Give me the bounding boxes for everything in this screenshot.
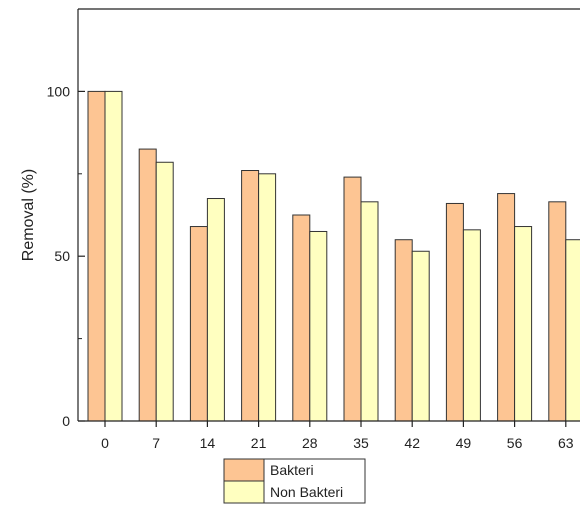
bar-bakteri-7 xyxy=(138,148,157,422)
bar-bakteri-0 xyxy=(87,90,106,422)
bar-bakteri-14 xyxy=(189,226,208,422)
x-tick-label: 28 xyxy=(302,435,318,451)
legend-label-bakteri: Bakteri xyxy=(270,462,314,478)
bar-non-bakteri-42 xyxy=(411,250,430,422)
bars-layer xyxy=(87,90,580,422)
bar-non-bakteri-28 xyxy=(309,230,328,422)
y-tick-label: 50 xyxy=(54,248,70,264)
axes-layer xyxy=(77,8,580,427)
x-tick-label: 35 xyxy=(353,435,369,451)
bar-non-bakteri-7 xyxy=(155,161,174,422)
legend-swatch-non-bakteri xyxy=(223,480,265,504)
bar-non-bakteri-14 xyxy=(206,198,225,422)
bar-non-bakteri-35 xyxy=(360,201,379,422)
bar-bakteri-28 xyxy=(292,214,311,422)
x-tick-label: 42 xyxy=(404,435,420,451)
bar-bakteri-21 xyxy=(241,170,260,422)
x-tick-label: 63 xyxy=(558,435,574,451)
x-tick-label: 21 xyxy=(251,435,267,451)
legend: Bakteri Non Bakteri xyxy=(223,458,366,504)
bar-non-bakteri-56 xyxy=(514,226,533,422)
bar-non-bakteri-63 xyxy=(565,239,580,422)
bar-bakteri-42 xyxy=(394,239,413,422)
x-tick-label: 0 xyxy=(101,435,109,451)
bar-bakteri-49 xyxy=(445,202,464,422)
labels-layer: 0 50 100 0 7 14 21 28 35 42 49 56 63 Removal (%) xyxy=(20,83,574,451)
bar-bakteri-56 xyxy=(497,193,516,422)
x-tick-label: 56 xyxy=(507,435,523,451)
y-axis-label: Removal (%) xyxy=(20,169,37,261)
legend-swatch-bakteri xyxy=(223,458,265,482)
bar-bakteri-63 xyxy=(548,201,567,422)
bar-non-bakteri-21 xyxy=(258,173,277,422)
x-tick-label: 7 xyxy=(152,435,160,451)
y-tick-label: 0 xyxy=(62,413,70,429)
bar-non-bakteri-49 xyxy=(462,229,481,422)
x-tick-label: 14 xyxy=(200,435,216,451)
bar-non-bakteri-0 xyxy=(104,90,123,422)
legend-label-non-bakteri: Non Bakteri xyxy=(270,484,343,500)
x-tick-label: 49 xyxy=(456,435,472,451)
y-tick-label: 100 xyxy=(47,83,71,99)
bar-bakteri-35 xyxy=(343,176,362,422)
